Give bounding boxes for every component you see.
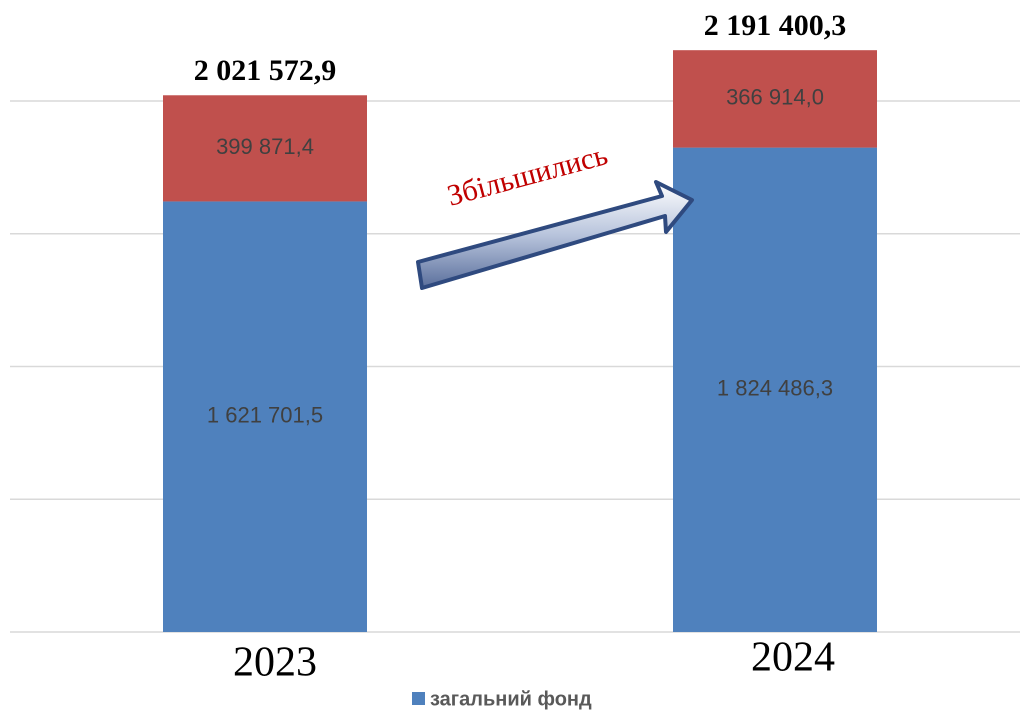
legend-label: загальний фонд	[430, 688, 592, 710]
x-tick-label: 2024	[751, 635, 835, 681]
bar-segment	[673, 147, 877, 633]
value-label: 1 824 486,3	[717, 376, 833, 401]
total-label: 2 191 400,3	[704, 9, 847, 42]
bar-segment	[163, 201, 367, 633]
total-label: 2 021 572,9	[194, 54, 337, 87]
bar-segment	[163, 95, 367, 202]
bar-segment	[673, 50, 877, 148]
annotation: Збільшились	[444, 138, 611, 212]
arrow	[416, 180, 694, 290]
x-tick-label: 2023	[233, 640, 317, 686]
bars	[163, 50, 877, 633]
value-label: 399 871,4	[216, 134, 314, 159]
value-label: 366 914,0	[726, 85, 824, 110]
value-label: 1 621 701,5	[207, 403, 323, 428]
legend-swatch	[412, 692, 425, 705]
